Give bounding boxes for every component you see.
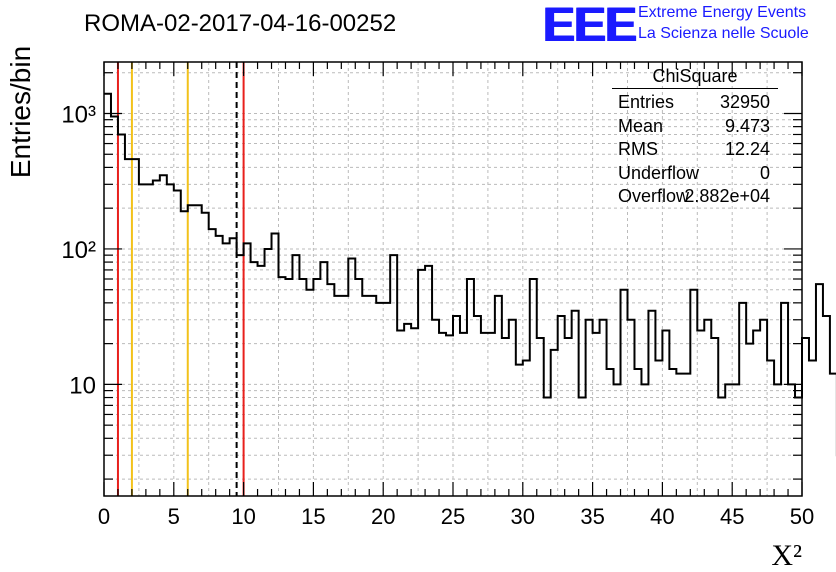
x-tick-label: 40	[650, 504, 674, 529]
x-tick-labels: 0 5 10 15 20 25 30 35 40 45 50	[98, 504, 814, 529]
stats-title: ChiSquare	[612, 66, 778, 89]
x-tick-label: 50	[790, 504, 814, 529]
stats-row-rms: RMS 12.24	[612, 138, 778, 162]
stats-value: 12.24	[724, 139, 770, 159]
stats-row-entries: Entries 32950	[612, 91, 778, 115]
eee-logo: EEE	[543, 0, 637, 52]
x-tick-label: 25	[441, 504, 465, 529]
x-tick-label: 0	[98, 504, 110, 529]
logo-subtitle-2: La Scienza nelle Scuole	[638, 25, 809, 42]
x-tick-label: 20	[371, 504, 395, 529]
axis-ticks	[103, 62, 803, 496]
y-tick-labels: 10 10² 10³	[61, 101, 96, 399]
stats-row-underflow: Underflow 0	[612, 162, 778, 186]
y-tick-label: 10³	[61, 101, 96, 128]
stats-value: 9.473	[724, 115, 770, 136]
y-tick-label: 10²	[61, 237, 96, 264]
stats-label: Mean	[618, 115, 664, 136]
y-axis-label: Entries/bin	[5, 46, 36, 178]
run-title: ROMA-02-2017-04-16-00252	[84, 10, 397, 37]
stats-row-overflow: Overflow 2.882e+04	[612, 185, 778, 209]
x-tick-label: 45	[720, 504, 744, 529]
stats-value: 2.882e+04	[684, 186, 770, 206]
x-tick-label: 15	[301, 504, 325, 529]
logo-subtitle-1: Extreme Energy Events	[638, 4, 807, 21]
x-tick-label: 5	[168, 504, 180, 529]
stats-label: RMS	[618, 139, 658, 159]
x-tick-label: 30	[511, 504, 535, 529]
stats-label: Overflow	[618, 186, 690, 206]
stats-row-mean: Mean 9.473	[612, 115, 778, 139]
x-tick-label: 10	[231, 504, 255, 529]
stats-box: ChiSquare Entries 32950 Mean 9.473 RMS 1…	[612, 66, 778, 209]
grid-lines	[104, 62, 802, 496]
stats-value: 32950	[719, 92, 770, 112]
x-axis-label: X²	[771, 539, 802, 572]
x-tick-label: 35	[580, 504, 604, 529]
stats-label: Entries	[618, 92, 675, 112]
stats-value: 0	[759, 162, 770, 183]
y-tick-label: 10	[69, 372, 96, 399]
stats-label: Underflow	[618, 162, 700, 183]
histogram-series	[104, 92, 836, 457]
